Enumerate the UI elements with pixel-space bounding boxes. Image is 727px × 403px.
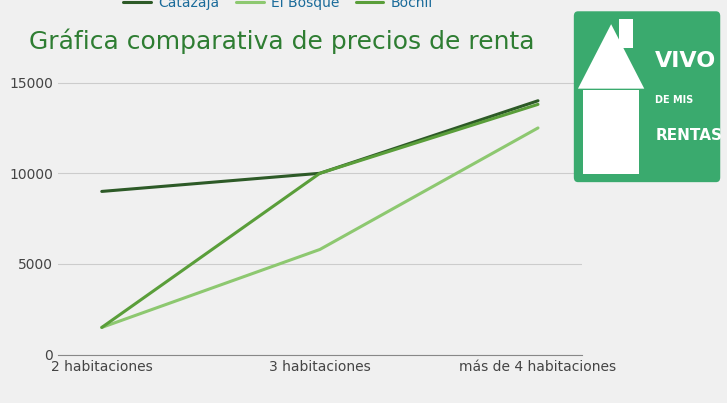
Text: RENTAS: RENTAS [655, 128, 723, 143]
Legend: Catazajá, El Bosque, Bochil: Catazajá, El Bosque, Bochil [118, 0, 438, 16]
Text: DE MIS: DE MIS [655, 95, 694, 105]
FancyBboxPatch shape [584, 90, 639, 174]
Text: Gráfica comparativa de precios de renta: Gráfica comparativa de precios de renta [29, 28, 534, 54]
FancyBboxPatch shape [574, 11, 720, 182]
Text: VIVO: VIVO [655, 51, 717, 71]
FancyBboxPatch shape [619, 19, 633, 48]
Polygon shape [578, 24, 644, 89]
